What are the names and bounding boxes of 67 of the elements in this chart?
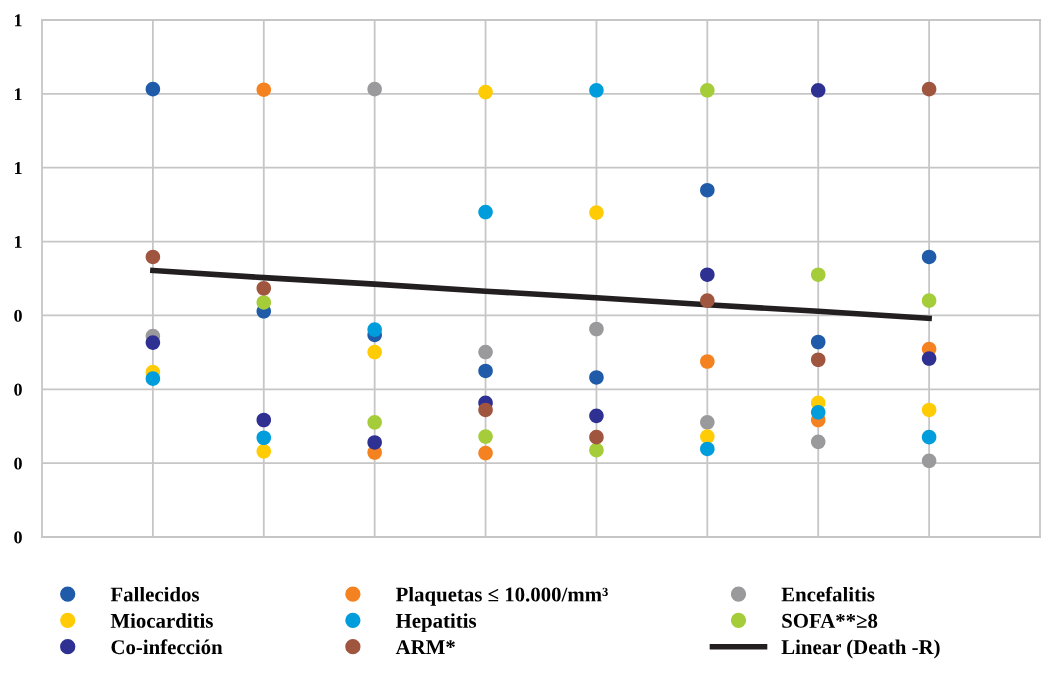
y-tick-label: 0 xyxy=(14,457,22,470)
point xyxy=(921,249,937,265)
point xyxy=(700,441,715,457)
point xyxy=(810,352,826,368)
point xyxy=(367,435,382,450)
point xyxy=(921,453,937,469)
point xyxy=(589,205,604,220)
point xyxy=(810,405,826,420)
point xyxy=(700,415,715,430)
point xyxy=(478,429,493,444)
legend-label: Linear (Death -R) xyxy=(781,639,940,659)
legend-label: Co-infección xyxy=(111,639,223,655)
y-tick-label: 0 xyxy=(14,309,22,322)
point xyxy=(589,442,604,458)
point xyxy=(367,415,382,430)
point xyxy=(589,408,604,424)
point xyxy=(589,370,604,385)
point xyxy=(700,293,715,308)
point xyxy=(478,84,493,100)
point xyxy=(367,322,382,337)
point xyxy=(810,83,826,98)
point xyxy=(478,344,493,360)
point xyxy=(700,83,715,98)
point xyxy=(256,430,272,446)
point xyxy=(478,204,493,220)
point xyxy=(145,335,161,350)
point xyxy=(921,351,937,366)
point xyxy=(145,371,161,386)
point xyxy=(256,82,272,97)
legend-label: Hepatitis xyxy=(395,613,477,633)
point xyxy=(921,293,937,308)
point xyxy=(145,81,161,97)
point xyxy=(700,267,715,282)
point xyxy=(589,429,604,445)
point xyxy=(367,81,382,97)
legend-label: Encefalitis xyxy=(781,586,875,602)
point xyxy=(589,321,604,337)
point xyxy=(921,81,937,97)
point xyxy=(921,429,937,445)
point xyxy=(478,363,493,379)
legend-label: ARM* xyxy=(395,640,455,654)
point xyxy=(478,402,493,418)
y-tick-label: 1 xyxy=(14,14,22,27)
legend-label: Fallecidos xyxy=(110,586,200,602)
point xyxy=(810,267,826,282)
point xyxy=(589,83,604,98)
y-tick-label: 1 xyxy=(14,88,22,101)
point xyxy=(810,334,826,350)
point xyxy=(145,249,161,265)
y-tick-label: 0 xyxy=(14,383,22,396)
point xyxy=(700,182,715,198)
point xyxy=(921,402,937,418)
point xyxy=(810,434,826,450)
legend-label: SOFA**≥8 xyxy=(782,613,878,628)
point xyxy=(700,354,715,369)
point xyxy=(478,445,493,461)
point xyxy=(367,344,382,360)
y-tick-label: 1 xyxy=(14,162,22,174)
y-tick-label: 0 xyxy=(14,531,22,544)
point xyxy=(700,429,715,444)
point xyxy=(256,444,272,459)
y-tick-label: 1 xyxy=(14,235,22,248)
legend-label: Miocarditis xyxy=(110,613,213,628)
point xyxy=(256,280,272,296)
point xyxy=(256,295,272,310)
legend-label: Plaquetas ≤ 10.000/mm³ xyxy=(395,586,608,606)
point xyxy=(256,412,272,428)
